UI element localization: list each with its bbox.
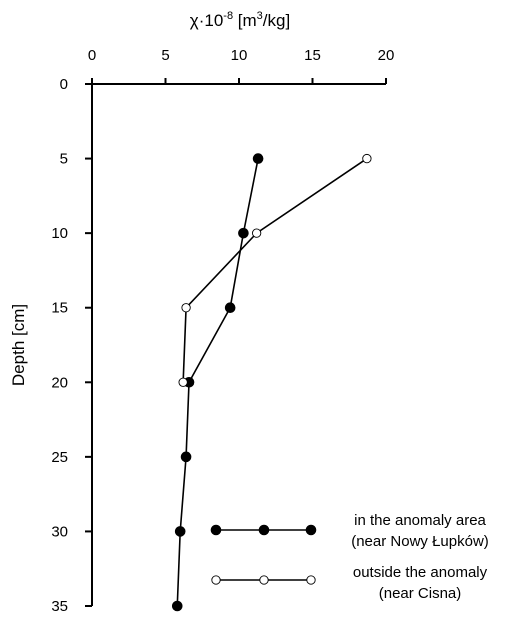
series-1-point xyxy=(174,526,186,537)
series-1-point xyxy=(171,600,183,612)
legend-marker xyxy=(210,524,222,536)
series-layer xyxy=(171,153,372,612)
x-tick-label: 5 xyxy=(161,47,169,64)
series-1 xyxy=(171,153,264,612)
legend-marker xyxy=(259,575,269,585)
legend-label: in the anomaly area xyxy=(354,512,486,529)
y-tick-label: 30 xyxy=(51,523,68,540)
x-tick-label: 0 xyxy=(88,47,96,64)
series-2-point xyxy=(362,153,372,164)
series-2 xyxy=(178,153,372,387)
legend-marker xyxy=(306,575,316,585)
series-1-point xyxy=(238,227,249,239)
series-2-point xyxy=(251,228,262,238)
legend-entry-2: outside the anomaly (near Cisna) xyxy=(211,564,488,602)
legend-entry-1: in the anomaly area (near Nowy Łupków) xyxy=(210,512,489,550)
legend-label: outside the anomaly xyxy=(353,564,488,581)
x-axis-title-symbol: χ·10 xyxy=(190,11,224,30)
x-axis-title-unit-exponent: 3 xyxy=(257,10,263,22)
y-tick-label: 5 xyxy=(60,151,68,168)
y-tick-label: 20 xyxy=(51,374,68,391)
x-axis-title: χ·10-8 [m3/kg] xyxy=(190,10,290,30)
x-axis-title-exponent: -8 xyxy=(223,10,233,22)
series-1-point xyxy=(224,302,236,314)
series-1-point xyxy=(252,153,264,164)
y-tick-label: 15 xyxy=(51,300,68,317)
series-2-point xyxy=(181,303,191,313)
x-axis-title-unit-close: /kg] xyxy=(263,11,290,30)
y-tick-label: 0 xyxy=(60,76,68,93)
legend-sublabel: (near Nowy Łupków) xyxy=(351,533,489,550)
series-2-line xyxy=(182,157,368,383)
legend-sublabel: (near Cisna) xyxy=(379,585,462,602)
y-ticks: 0 5 10 15 20 25 30 35 xyxy=(51,76,92,615)
y-tick-label: 35 xyxy=(51,598,68,615)
y-axis-title: Depth [cm] xyxy=(9,304,28,386)
series-1-point xyxy=(180,451,192,463)
legend-marker xyxy=(211,575,221,585)
x-ticks: 0 5 10 15 20 xyxy=(88,47,395,84)
y-tick-label: 25 xyxy=(51,449,68,466)
y-tick-label: 10 xyxy=(51,225,68,242)
series-2-point xyxy=(178,377,188,387)
x-tick-label: 20 xyxy=(378,47,395,64)
x-axis-title-unit-open: [m xyxy=(233,11,257,30)
legend: in the anomaly area (near Nowy Łupków) out… xyxy=(210,512,489,602)
x-tick-label: 15 xyxy=(304,47,321,64)
legend-marker xyxy=(258,524,270,536)
x-tick-label: 10 xyxy=(231,47,248,64)
legend-marker xyxy=(305,524,317,536)
